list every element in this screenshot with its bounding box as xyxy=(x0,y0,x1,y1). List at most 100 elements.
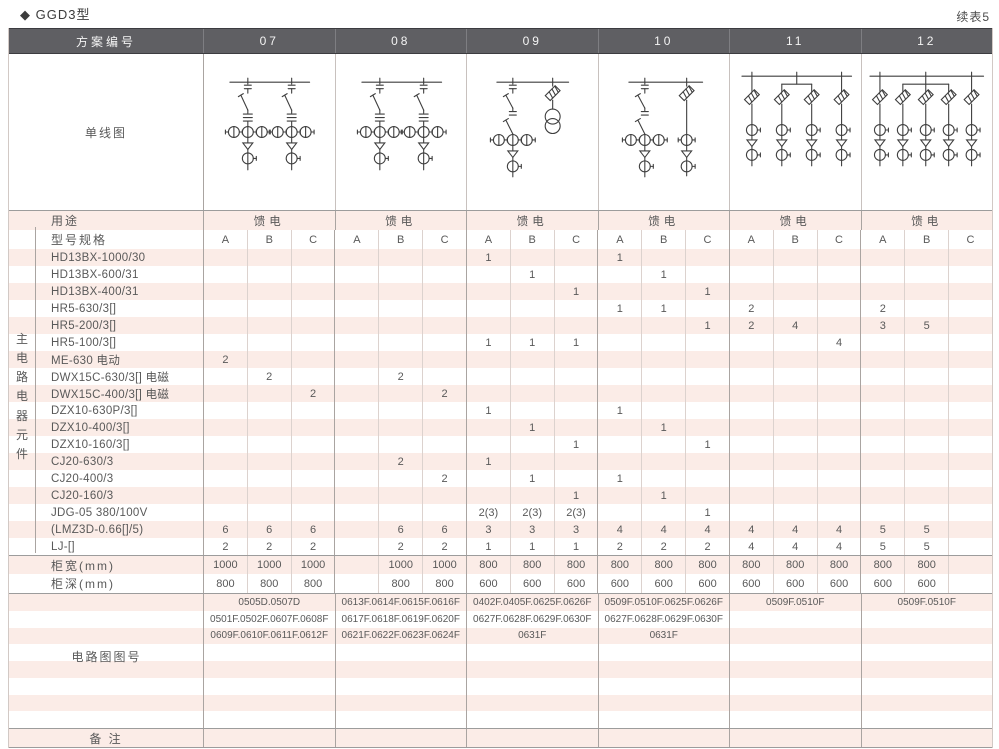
qty-cell xyxy=(335,538,380,555)
qty-cell: 800 xyxy=(905,556,950,574)
circuit-number-cell xyxy=(599,711,730,728)
qty-cell: A xyxy=(730,230,774,249)
qty-cell xyxy=(423,351,467,368)
qty-cell: B xyxy=(642,230,687,249)
circuit-number-row xyxy=(9,677,992,695)
single-line-diagram-10 xyxy=(599,54,730,210)
qty-cell: 1 xyxy=(511,538,555,555)
qty-cell xyxy=(555,300,599,317)
component-row: ME-630 电动 2 xyxy=(9,351,992,368)
qty-cell xyxy=(949,368,992,385)
qty-cell xyxy=(204,300,248,317)
qty-cell xyxy=(949,385,992,402)
qty-cell xyxy=(292,283,336,300)
qty-cell xyxy=(949,453,992,470)
qty-cell xyxy=(686,300,730,317)
circuit-number-cell xyxy=(599,644,730,661)
cabinet-depth-row: 柜深(mm) 800 800 800 800 800 600 600 600 600 600 600 6… xyxy=(9,574,992,593)
circuit-label-spacer xyxy=(9,594,204,611)
qty-cell xyxy=(905,487,950,504)
circuit-number-cell: 0509F.0510F xyxy=(897,596,956,608)
single-line-diagram-11 xyxy=(730,54,862,210)
qty-cell xyxy=(949,266,992,283)
qty-cell xyxy=(598,504,643,521)
qty-cell xyxy=(423,300,467,317)
single-line-diagram-12 xyxy=(862,54,993,210)
qty-cell: 2 xyxy=(292,538,336,555)
qty-cell: B xyxy=(905,230,950,249)
qty-cell xyxy=(511,402,555,419)
qty-cell: 6 xyxy=(292,521,336,538)
qty-cell xyxy=(248,470,292,487)
qty-cell xyxy=(861,385,906,402)
qty-cell xyxy=(818,368,862,385)
qty-cell xyxy=(642,317,687,334)
qty-cell: 3 xyxy=(555,521,599,538)
qty-cell xyxy=(248,300,292,317)
qty-cell: 600 xyxy=(467,574,511,593)
qty-cell xyxy=(818,402,862,419)
qty-cell: C xyxy=(966,233,975,246)
qty-cell: 800 xyxy=(730,556,774,574)
qty-cell xyxy=(818,419,862,436)
qty-cell: 600 xyxy=(686,574,730,593)
qty-cell xyxy=(467,266,511,283)
qty-cell: 4 xyxy=(818,521,862,538)
qty-cell xyxy=(861,368,906,385)
qty-cell: 600 xyxy=(555,574,599,593)
single-line-diagram-09 xyxy=(467,54,599,210)
remark-cell xyxy=(336,729,467,747)
qty-cell xyxy=(818,249,862,266)
qty-cell xyxy=(642,283,687,300)
qty-cell xyxy=(905,453,950,470)
qty-cell xyxy=(335,470,380,487)
usage-row: 用途 馈电 馈电 馈电 馈电 馈电 馈电 xyxy=(9,210,992,230)
qty-cell: C xyxy=(555,230,599,249)
qty-cell: 1 xyxy=(642,300,687,317)
qty-cell xyxy=(774,334,818,351)
circuit-number-cell xyxy=(599,661,730,678)
qty-cell: 1 xyxy=(555,538,599,555)
component-row-label: JDG-05 380/100V xyxy=(9,504,204,521)
qty-cell xyxy=(335,334,380,351)
qty-cell: 800 xyxy=(818,556,862,574)
circuit-number-cell: 0501F.0502F.0607F.0608F xyxy=(204,610,336,628)
qty-cell xyxy=(292,300,336,317)
component-row-label: CJ20-400/3 xyxy=(9,470,204,487)
qty-cell xyxy=(598,266,643,283)
component-row-label: DWX15C-400/3[] 电磁 xyxy=(9,385,204,402)
qty-cell xyxy=(335,402,380,419)
qty-cell xyxy=(686,470,730,487)
qty-cell xyxy=(204,283,248,300)
qty-cell xyxy=(423,266,467,283)
qty-cell xyxy=(248,334,292,351)
qty-cell xyxy=(511,436,555,453)
qty-cell xyxy=(949,351,992,368)
title-marker-icon: ◆ xyxy=(20,7,31,22)
qty-cell xyxy=(423,453,467,470)
circuit-number-cell xyxy=(730,711,862,728)
qty-cell xyxy=(379,317,424,334)
header-scheme-10: 10 xyxy=(598,29,730,53)
qty-cell xyxy=(335,521,380,538)
qty-cell: 1 xyxy=(467,334,511,351)
qty-cell xyxy=(335,419,380,436)
header-row: 方案编号 07 08 09 10 11 12 xyxy=(9,28,992,54)
qty-cell xyxy=(730,504,774,521)
qty-cell: 6 xyxy=(423,521,467,538)
qty-cell xyxy=(379,504,424,521)
circuit-number-row xyxy=(9,711,992,728)
qty-cell: 5 xyxy=(861,538,906,555)
qty-cell xyxy=(818,436,862,453)
qty-cell xyxy=(467,470,511,487)
qty-cell xyxy=(818,300,862,317)
circuit-number-cell xyxy=(599,677,730,695)
qty-cell xyxy=(861,249,906,266)
qty-cell xyxy=(949,504,992,521)
qty-cell: 4 xyxy=(642,521,687,538)
qty-cell xyxy=(467,487,511,504)
qty-cell xyxy=(861,453,906,470)
qty-cell xyxy=(335,249,380,266)
qty-cell xyxy=(774,385,818,402)
usage-cell-10: 馈电 xyxy=(599,211,730,230)
